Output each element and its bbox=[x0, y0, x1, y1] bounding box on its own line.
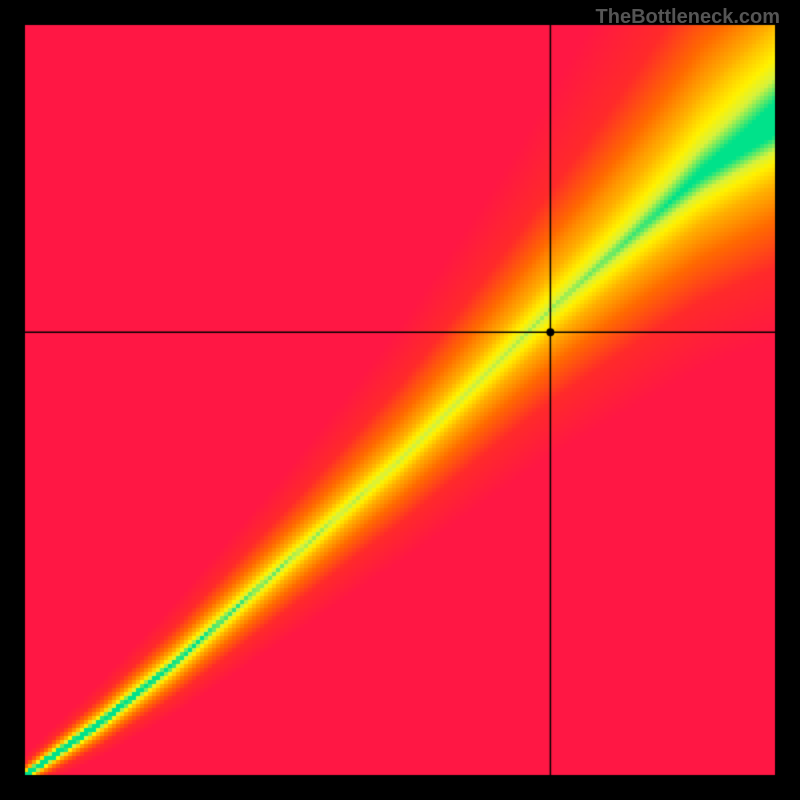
watermark-text: TheBottleneck.com bbox=[596, 6, 780, 29]
chart-container: TheBottleneck.com bbox=[0, 0, 800, 800]
heatmap-canvas bbox=[0, 0, 800, 800]
